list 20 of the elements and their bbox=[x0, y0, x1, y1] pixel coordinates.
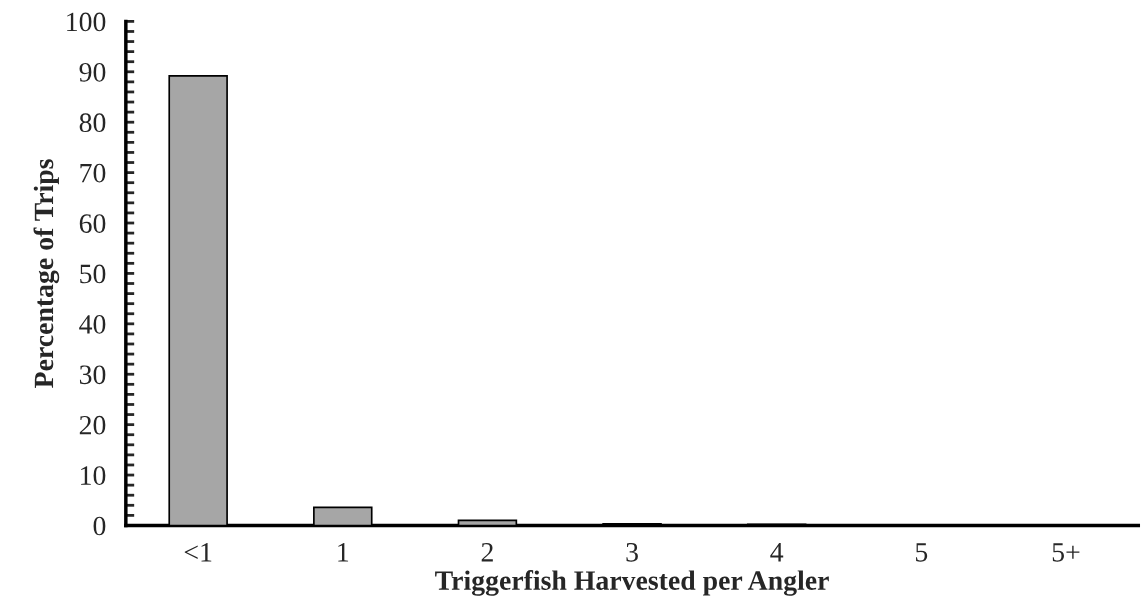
y-tick-label: 50 bbox=[80, 264, 106, 284]
x-tick-label: <1 bbox=[184, 543, 212, 562]
x-axis-title: Triggerfish Harvested per Angler bbox=[435, 570, 829, 596]
y-tick-label: 0 bbox=[93, 516, 106, 536]
y-tick-label: 60 bbox=[79, 214, 106, 233]
y-tick-label: 40 bbox=[79, 315, 106, 334]
y-tick-label: 70 bbox=[80, 163, 106, 183]
y-tick-label: 10 bbox=[81, 466, 106, 485]
x-tick-label: 3 bbox=[626, 543, 638, 562]
x-tick-label: 4 bbox=[770, 543, 784, 562]
y-axis-title: Percentage of Trips bbox=[33, 159, 60, 388]
y-tick-label: 90 bbox=[79, 62, 106, 82]
x-tick-label: 5 bbox=[916, 543, 928, 562]
x-tick-label: 2 bbox=[481, 543, 493, 562]
x-tick-label: 1 bbox=[338, 543, 349, 562]
y-tick-label: 20 bbox=[79, 415, 106, 435]
y-tick-label: 30 bbox=[79, 365, 106, 385]
x-tick-label: 5+ bbox=[1052, 543, 1080, 562]
y-tick-label: 80 bbox=[79, 113, 106, 133]
y-tick-label: 100 bbox=[67, 12, 106, 32]
